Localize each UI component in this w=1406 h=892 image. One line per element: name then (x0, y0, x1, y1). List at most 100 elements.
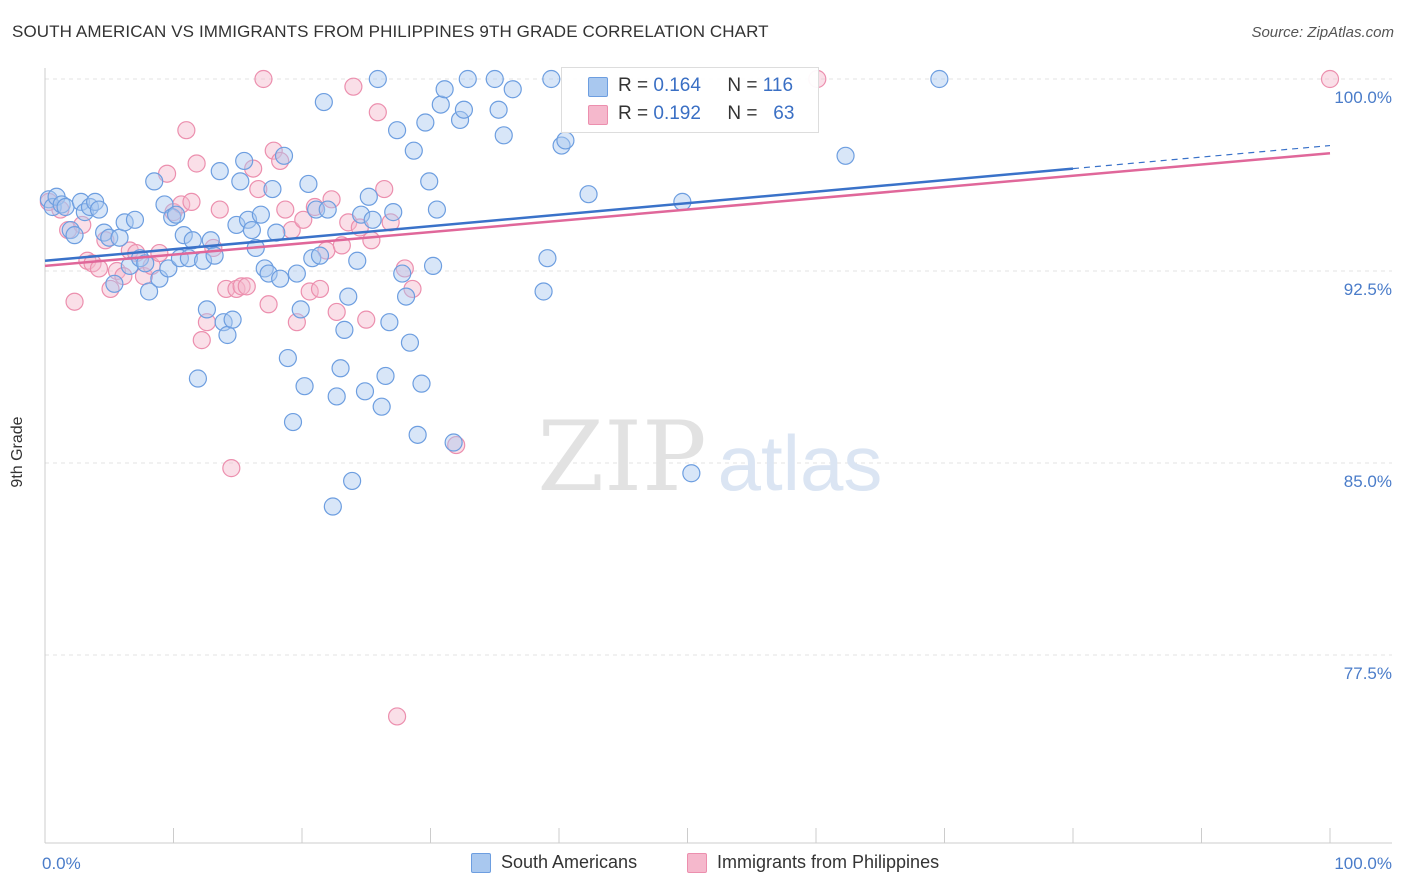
watermark-atlas: atlas (718, 419, 883, 507)
point-philippines (65, 292, 84, 311)
point-south-americans (283, 412, 303, 432)
point-south-americans (223, 310, 242, 329)
point-south-americans (380, 313, 399, 332)
point-south-americans (450, 110, 470, 130)
x-tick-label-min: 0.0% (42, 854, 81, 873)
legend-label-south-americans: South Americans (501, 852, 638, 872)
axes (44, 68, 1392, 844)
legend-swatch-pink (687, 852, 707, 873)
legend-item-south-americans[interactable]: South Americans (471, 852, 637, 873)
point-south-americans (145, 172, 164, 191)
point-south-americans (348, 251, 367, 270)
y-tick-label: 100.0% (1334, 88, 1392, 107)
point-philippines (294, 210, 313, 229)
point-south-americans (65, 226, 84, 245)
point-philippines (362, 231, 381, 250)
point-south-americans (427, 200, 447, 219)
point-south-americans (271, 269, 290, 288)
point-philippines (357, 310, 376, 329)
point-south-americans (542, 69, 561, 89)
point-south-americans (444, 433, 463, 452)
point-south-americans (335, 320, 354, 339)
legend-n-label: N = (727, 103, 758, 124)
legend-swatch-blue (588, 77, 608, 97)
point-south-americans (323, 497, 342, 516)
point-south-americans (431, 95, 450, 114)
y-tick-label: 92.5% (1344, 280, 1392, 299)
point-south-americans (387, 121, 407, 140)
legend-r-label: R = (618, 75, 649, 96)
point-south-americans (489, 100, 508, 119)
point-philippines (322, 190, 341, 209)
point-south-americans (485, 69, 504, 89)
point-philippines (192, 331, 211, 350)
point-south-americans (376, 366, 395, 386)
point-south-americans (218, 325, 237, 345)
chart-title: SOUTH AMERICAN VS IMMIGRANTS FROM PHILIP… (12, 22, 769, 41)
point-south-americans (174, 226, 193, 245)
legend-swatch-blue (471, 852, 491, 873)
point-south-americans (352, 205, 371, 224)
point-philippines (375, 179, 394, 199)
point-south-americans (71, 192, 91, 211)
point-philippines (232, 277, 251, 296)
point-south-americans (416, 113, 435, 132)
point-philippines (249, 179, 268, 199)
point-south-americans (183, 231, 202, 250)
point-south-americans (125, 210, 145, 229)
point-south-americans (368, 69, 387, 89)
point-south-americans (930, 69, 949, 89)
point-philippines (177, 121, 196, 140)
watermark: ZIP atlas (537, 401, 882, 513)
point-philippines (210, 200, 229, 219)
point-south-americans (327, 387, 346, 406)
point-south-americans (159, 259, 178, 278)
point-south-americans (318, 200, 337, 219)
legend-n-value: 116 (762, 75, 794, 96)
trend-line-philippines (44, 151, 1331, 268)
point-south-americans (251, 205, 270, 224)
point-south-americans (100, 228, 119, 247)
point-south-americans (503, 80, 522, 99)
point-south-americans (396, 287, 416, 306)
point-south-americans (359, 187, 378, 206)
point-south-americans (166, 205, 186, 224)
point-south-americans (274, 146, 294, 165)
series-south-americans-points (39, 69, 949, 516)
y-tick-label: 85.0% (1344, 472, 1392, 491)
point-south-americans (393, 264, 412, 283)
point-south-americans (454, 100, 474, 119)
legend-item-philippines[interactable]: Immigrants from Philippines (687, 852, 939, 873)
legend-r-label: R = (618, 103, 649, 124)
point-south-americans (408, 425, 427, 444)
x-tick-label-max: 100.0% (1334, 854, 1392, 873)
point-philippines (387, 707, 407, 726)
point-south-americans (420, 172, 439, 191)
point-south-americans (682, 464, 701, 483)
point-south-americans (458, 69, 477, 89)
point-south-americans (235, 151, 254, 171)
point-south-americans (372, 397, 391, 416)
point-south-americans (494, 126, 513, 145)
point-south-americans (89, 200, 109, 219)
legend-r-value: 0.164 (653, 75, 701, 96)
point-south-americans (259, 264, 278, 283)
point-philippines (254, 69, 273, 89)
trend-line-south-americans (44, 167, 1074, 263)
legend-n-value: 63 (773, 103, 795, 124)
point-philippines (150, 243, 169, 263)
point-south-americans (404, 141, 423, 160)
point-south-americans (188, 369, 208, 388)
point-philippines (187, 154, 206, 173)
point-south-americans (579, 185, 598, 204)
point-philippines (395, 259, 414, 278)
point-south-americans (836, 146, 855, 165)
point-south-americans (423, 256, 443, 275)
point-philippines (447, 435, 466, 455)
point-south-americans (435, 80, 454, 99)
point-south-americans (210, 162, 229, 181)
point-south-americans (291, 300, 310, 319)
point-south-americans (287, 264, 306, 283)
point-philippines (222, 459, 241, 478)
